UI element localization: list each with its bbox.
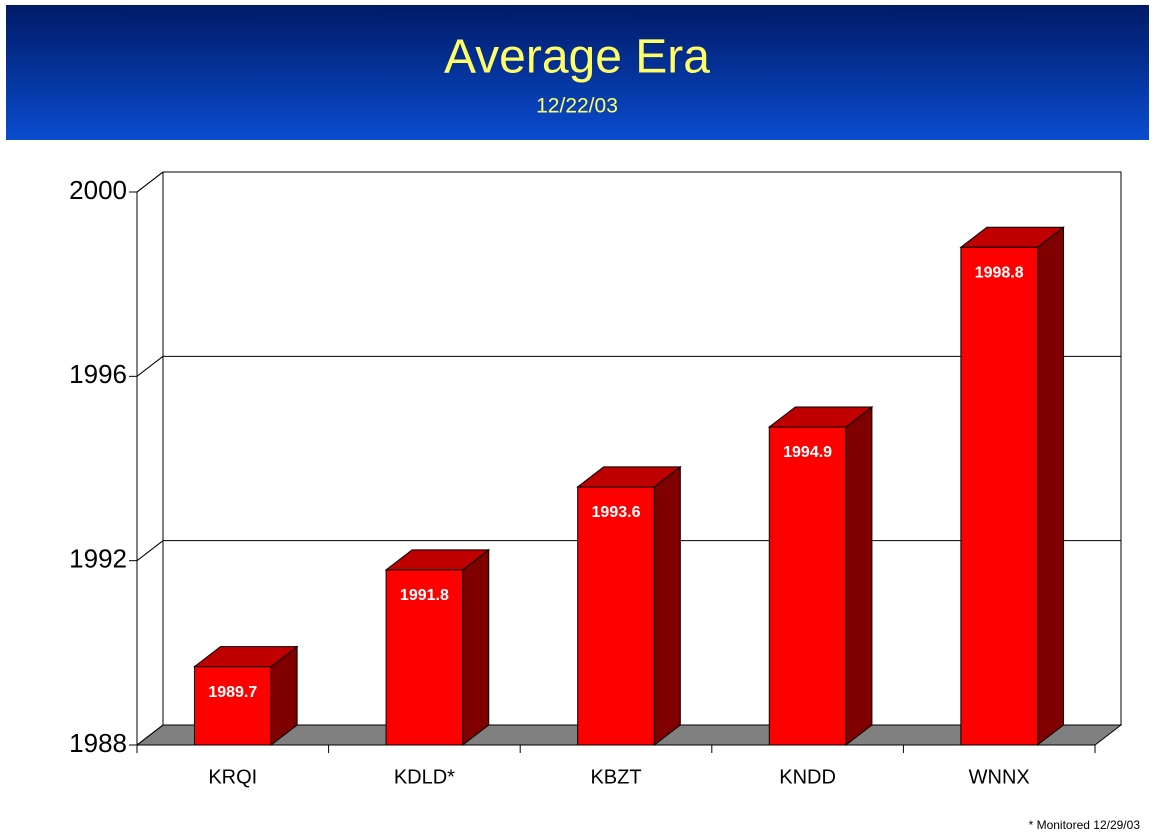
grid-line-side: [136, 355, 164, 377]
grid-line-side: [136, 724, 164, 746]
x-tick-label: KDLD*: [394, 766, 455, 788]
bar: [960, 246, 1039, 746]
footnote: * Monitored 12/29/03: [1029, 818, 1141, 832]
value-label: 1994.9: [783, 444, 832, 461]
value-label: 1991.8: [400, 587, 449, 604]
bar-side: [1037, 226, 1065, 747]
bar: [385, 569, 464, 746]
bar-side: [845, 406, 873, 747]
value-label: 1993.6: [592, 504, 641, 521]
value-label: 1989.7: [208, 684, 257, 701]
chart-title: Average Era: [444, 31, 710, 84]
header-band: [6, 5, 1149, 140]
bar-side: [462, 548, 490, 747]
bar: [768, 426, 847, 746]
chart-subtitle: 12/22/03: [536, 95, 618, 118]
x-tick-label: WNNX: [969, 766, 1030, 788]
y-tick-label: 1996: [69, 359, 127, 389]
x-tick-label: KNDD: [779, 766, 836, 788]
grid-line-side: [136, 171, 164, 193]
bar: [193, 666, 272, 746]
bar-side: [653, 465, 681, 747]
bar: [577, 486, 655, 746]
grid-line-side: [136, 540, 164, 562]
y-tick-label: 1988: [69, 728, 127, 758]
value-label: 1998.8: [975, 265, 1024, 282]
y-tick-label: 2000: [69, 175, 127, 205]
x-tick-label: KRQI: [208, 766, 257, 788]
y-tick-label: 1992: [69, 544, 127, 574]
x-tick-label: KBZT: [590, 766, 641, 788]
